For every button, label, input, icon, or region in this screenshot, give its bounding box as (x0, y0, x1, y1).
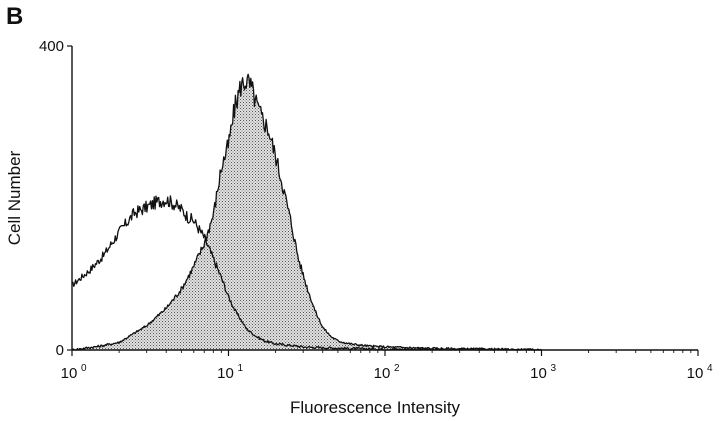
x-tick-exponent: 0 (81, 363, 87, 374)
x-ticks: 10 0 10 1 10 2 10 3 10 4 (61, 350, 713, 382)
y-tick-label: 0 (56, 342, 64, 359)
x-tick-label: 10 (217, 365, 234, 382)
x-tick-label: 10 (374, 365, 391, 382)
y-axis-title: Cell Number (5, 150, 24, 245)
x-axis-title: Fluorescence Intensity (290, 398, 461, 417)
x-tick-exponent: 3 (551, 363, 557, 374)
y-ticks: 0 400 (39, 38, 72, 359)
plot-area (71, 73, 542, 351)
y-tick-label: 400 (39, 38, 64, 55)
series-1-line (71, 73, 542, 351)
x-tick-label: 10 (61, 365, 78, 382)
x-tick-exponent: 4 (707, 363, 713, 374)
panel-label: B (6, 3, 23, 30)
x-tick-exponent: 1 (238, 363, 244, 374)
series-1-fill (72, 74, 542, 351)
x-tick-label: 10 (530, 365, 547, 382)
x-tick-label: 10 (687, 365, 704, 382)
x-tick-exponent: 2 (394, 363, 400, 374)
